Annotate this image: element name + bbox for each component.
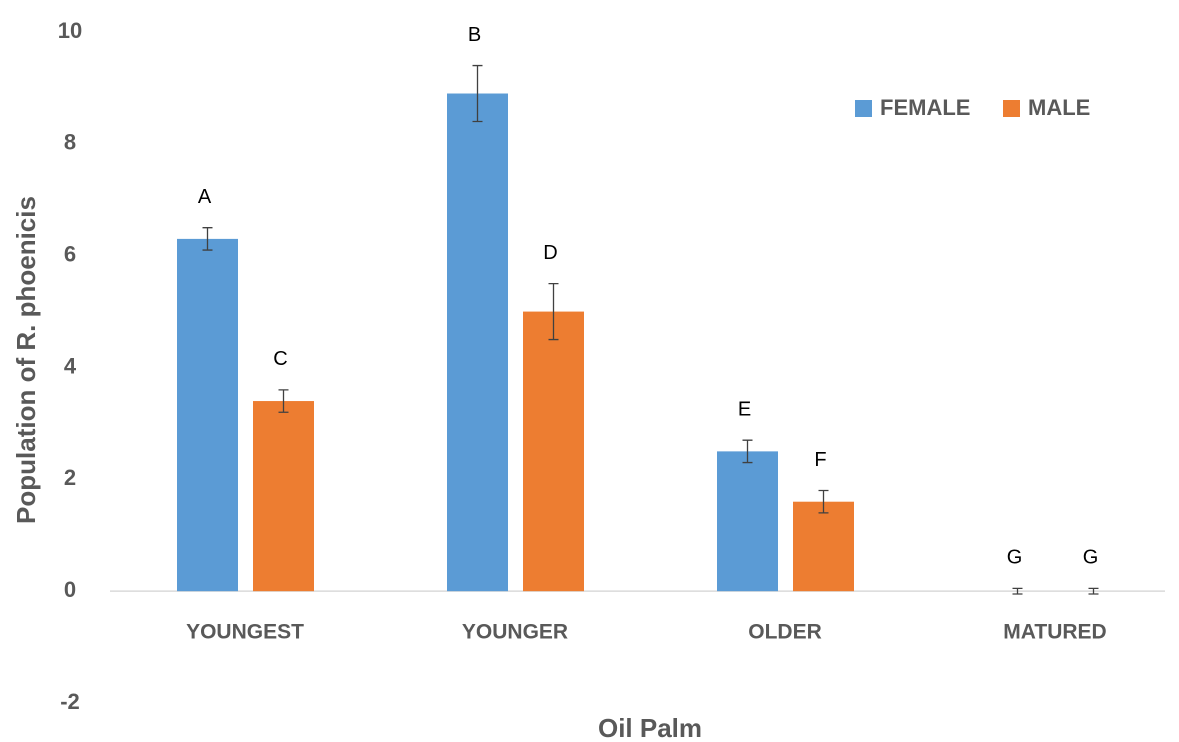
legend-label: FEMALE bbox=[880, 95, 970, 120]
y-tick-label: 10 bbox=[58, 18, 82, 43]
error-bar bbox=[742, 439, 753, 464]
y-tick-label: 2 bbox=[64, 465, 76, 490]
error-bar bbox=[818, 489, 829, 514]
x-tick-label: MATURED bbox=[1003, 621, 1106, 644]
bar bbox=[253, 401, 314, 592]
error-bar bbox=[278, 389, 289, 413]
y-tick-label: -2 bbox=[60, 689, 80, 714]
x-tick-label: OLDER bbox=[748, 621, 822, 644]
significance-letter: G bbox=[1083, 547, 1099, 569]
significance-letter: A bbox=[198, 186, 212, 208]
bar bbox=[717, 451, 778, 592]
bar bbox=[793, 501, 854, 592]
significance-letter: G bbox=[1007, 547, 1023, 569]
significance-letter: C bbox=[273, 348, 287, 370]
error-bar bbox=[472, 64, 483, 123]
y-tick-label: 8 bbox=[64, 130, 76, 155]
significance-letter: D bbox=[543, 242, 557, 264]
y-tick-label: 0 bbox=[64, 577, 76, 602]
significance-letter: E bbox=[738, 398, 751, 420]
bar bbox=[523, 311, 584, 592]
x-tick-label: YOUNGEST bbox=[186, 621, 304, 644]
error-bar bbox=[202, 227, 213, 251]
error-bar bbox=[1012, 587, 1023, 595]
significance-letter: B bbox=[468, 24, 481, 46]
bar bbox=[447, 93, 508, 592]
error-bar bbox=[548, 282, 559, 341]
x-axis-label: Oil Palm bbox=[598, 713, 702, 742]
legend-swatch bbox=[855, 100, 872, 117]
y-tick-label: 6 bbox=[64, 241, 76, 266]
error-bar bbox=[1088, 587, 1099, 595]
legend-label: MALE bbox=[1028, 95, 1090, 120]
legend-swatch bbox=[1003, 100, 1020, 117]
y-axis-label: Population of R. phoenicis bbox=[11, 196, 41, 524]
bar bbox=[177, 238, 238, 592]
y-tick-label: 4 bbox=[64, 353, 77, 378]
significance-letter: F bbox=[814, 449, 826, 471]
x-tick-label: YOUNGER bbox=[462, 621, 568, 644]
